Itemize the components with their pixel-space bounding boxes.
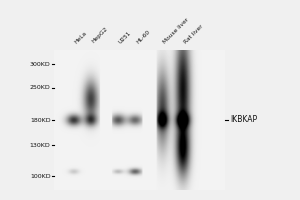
Text: Mouse liver: Mouse liver xyxy=(163,17,190,44)
Text: HeLa: HeLa xyxy=(74,30,88,44)
Text: 300KD: 300KD xyxy=(30,62,51,66)
Text: 100KD: 100KD xyxy=(30,173,51,178)
Text: 180KD: 180KD xyxy=(30,117,51,122)
Text: Rat liver: Rat liver xyxy=(183,23,204,44)
Text: HL-60: HL-60 xyxy=(135,29,151,44)
Text: 250KD: 250KD xyxy=(30,85,51,90)
Text: HepG2: HepG2 xyxy=(91,26,109,44)
Text: 130KD: 130KD xyxy=(30,143,51,148)
Text: U251: U251 xyxy=(118,30,133,44)
Text: IKBKAP: IKBKAP xyxy=(230,116,257,124)
